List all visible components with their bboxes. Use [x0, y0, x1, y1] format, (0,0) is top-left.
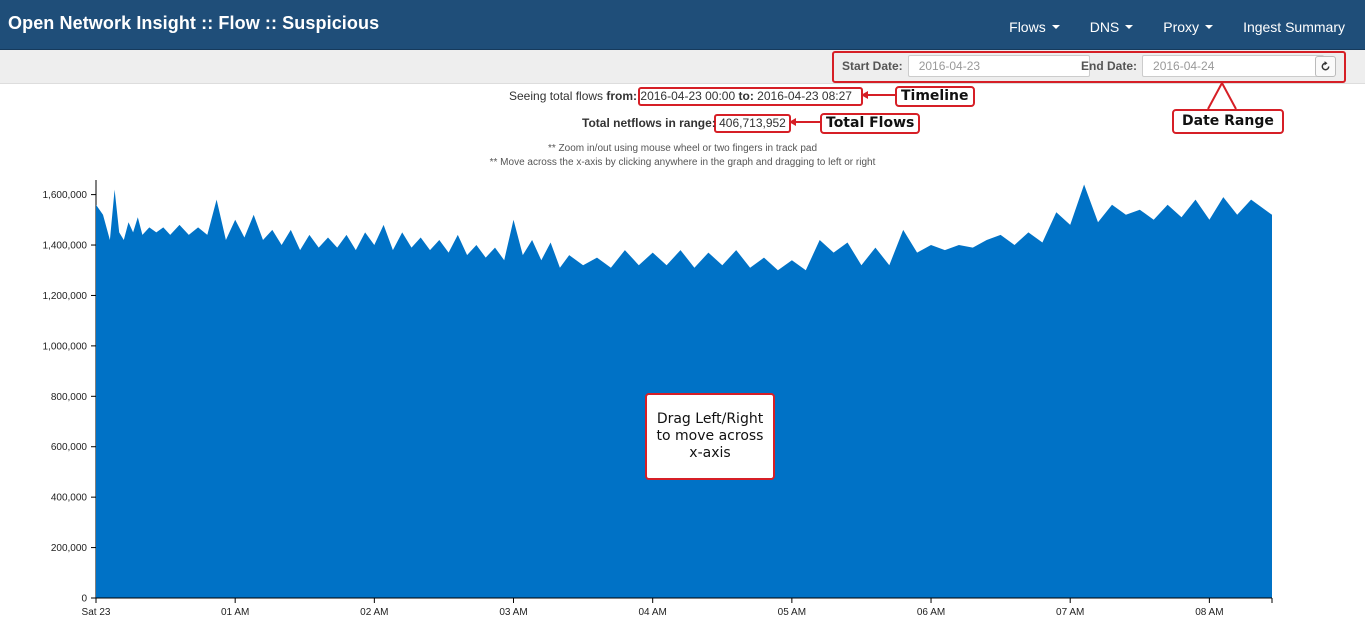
- end-date-label: End Date:: [1081, 59, 1138, 73]
- x-tick-label: 01 AM: [221, 607, 249, 618]
- caret-down-icon: [1051, 25, 1060, 29]
- x-tick-label: 06 AM: [917, 607, 945, 618]
- nav-item-label: Flows: [1009, 19, 1046, 35]
- nav-item-proxy[interactable]: Proxy: [1163, 19, 1214, 35]
- zoom-hint: ** Zoom in/out using mouse wheel or two …: [547, 143, 818, 154]
- y-tick-label: 1,400,000: [43, 241, 88, 252]
- to-value: 2016-04-23 08:27: [757, 89, 852, 103]
- start-date-input[interactable]: [907, 55, 1090, 77]
- y-tick-label: 1,600,000: [43, 190, 88, 201]
- nav-item-label: Proxy: [1163, 19, 1200, 35]
- caret-down-icon: [1125, 25, 1134, 29]
- x-tick-label: 07 AM: [1056, 607, 1084, 618]
- start-date-group: Start Date:: [842, 55, 1090, 77]
- nav-item-dns[interactable]: DNS: [1090, 19, 1134, 35]
- app-title[interactable]: Open Network Insight :: Flow :: Suspicio…: [8, 13, 380, 33]
- drag-hint-text: Drag Left/Right to move across x-axis: [656, 411, 764, 461]
- netflow-series-area[interactable]: [96, 184, 1272, 599]
- seeing-prefix: Seeing total flows: [509, 89, 607, 103]
- nav-item-ingest-summary[interactable]: Ingest Summary: [1243, 19, 1345, 35]
- start-date-label: Start Date:: [842, 59, 903, 73]
- x-tick-label: 04 AM: [639, 607, 667, 618]
- y-tick-label: 0: [81, 594, 87, 605]
- x-tick-label: Sat 23: [82, 607, 111, 618]
- area-layer[interactable]: [96, 184, 1272, 599]
- end-date-input[interactable]: [1142, 55, 1325, 77]
- y-tick-label: 800,000: [51, 392, 88, 403]
- date-toolbar: Start Date: End Date:: [0, 50, 1365, 84]
- y-axis: 0 200,000 400,000 600,000 800,000 1,000,000 1,…: [43, 180, 97, 605]
- y-tick-label: 600,000: [51, 442, 88, 453]
- nav-item-label: Ingest Summary: [1243, 19, 1345, 35]
- date-range-callout: Date Range: [1172, 109, 1284, 134]
- end-date-group: End Date:: [1081, 55, 1325, 77]
- top-navbar: Open Network Insight :: Flow :: Suspicio…: [0, 0, 1365, 50]
- x-axis: Sat 23 01 AM 02 AM 03 AM 04 AM 05 AM 06 AM 07 A…: [82, 597, 1273, 618]
- drag-hint-callout: Drag Left/Right to move across x-axis: [645, 393, 775, 480]
- y-tick-label: 1,200,000: [43, 291, 88, 302]
- x-tick-label: 03 AM: [499, 607, 527, 618]
- from-label: from:: [606, 89, 638, 103]
- x-tick-label: 05 AM: [778, 607, 806, 618]
- reload-button[interactable]: [1315, 56, 1336, 77]
- from-value: 2016-04-23 00:00: [640, 89, 736, 103]
- caret-down-icon: [1205, 25, 1214, 29]
- refresh-icon: [1321, 61, 1330, 71]
- move-hint: ** Move across the x-axis by clicking an…: [489, 157, 876, 168]
- timeline-text: Seeing total flows from: 2016-04-23 00:0…: [509, 89, 852, 103]
- to-label: to:: [738, 89, 754, 103]
- timeline-callout: Timeline: [895, 86, 975, 107]
- nav-item-flows[interactable]: Flows: [1009, 19, 1060, 35]
- total-flows-callout: Total Flows: [820, 113, 921, 134]
- y-tick-label: 200,000: [51, 543, 88, 554]
- total-value: 406,713,952: [719, 116, 786, 130]
- total-label: Total netflows in range:: [582, 116, 716, 130]
- nav-menu: Flows DNS Proxy Ingest Summary: [979, 19, 1345, 35]
- x-tick-label: 02 AM: [360, 607, 388, 618]
- y-tick-label: 1,000,000: [43, 341, 88, 352]
- nav-item-label: DNS: [1089, 19, 1120, 35]
- y-tick-label: 400,000: [51, 493, 88, 504]
- netflow-area-chart[interactable]: 0 200,000 400,000 600,000 800,000 1,000,000 1,…: [0, 170, 1365, 630]
- x-tick-label: 08 AM: [1195, 607, 1223, 618]
- total-flows-text: Total netflows in range: 406,713,952: [582, 116, 786, 130]
